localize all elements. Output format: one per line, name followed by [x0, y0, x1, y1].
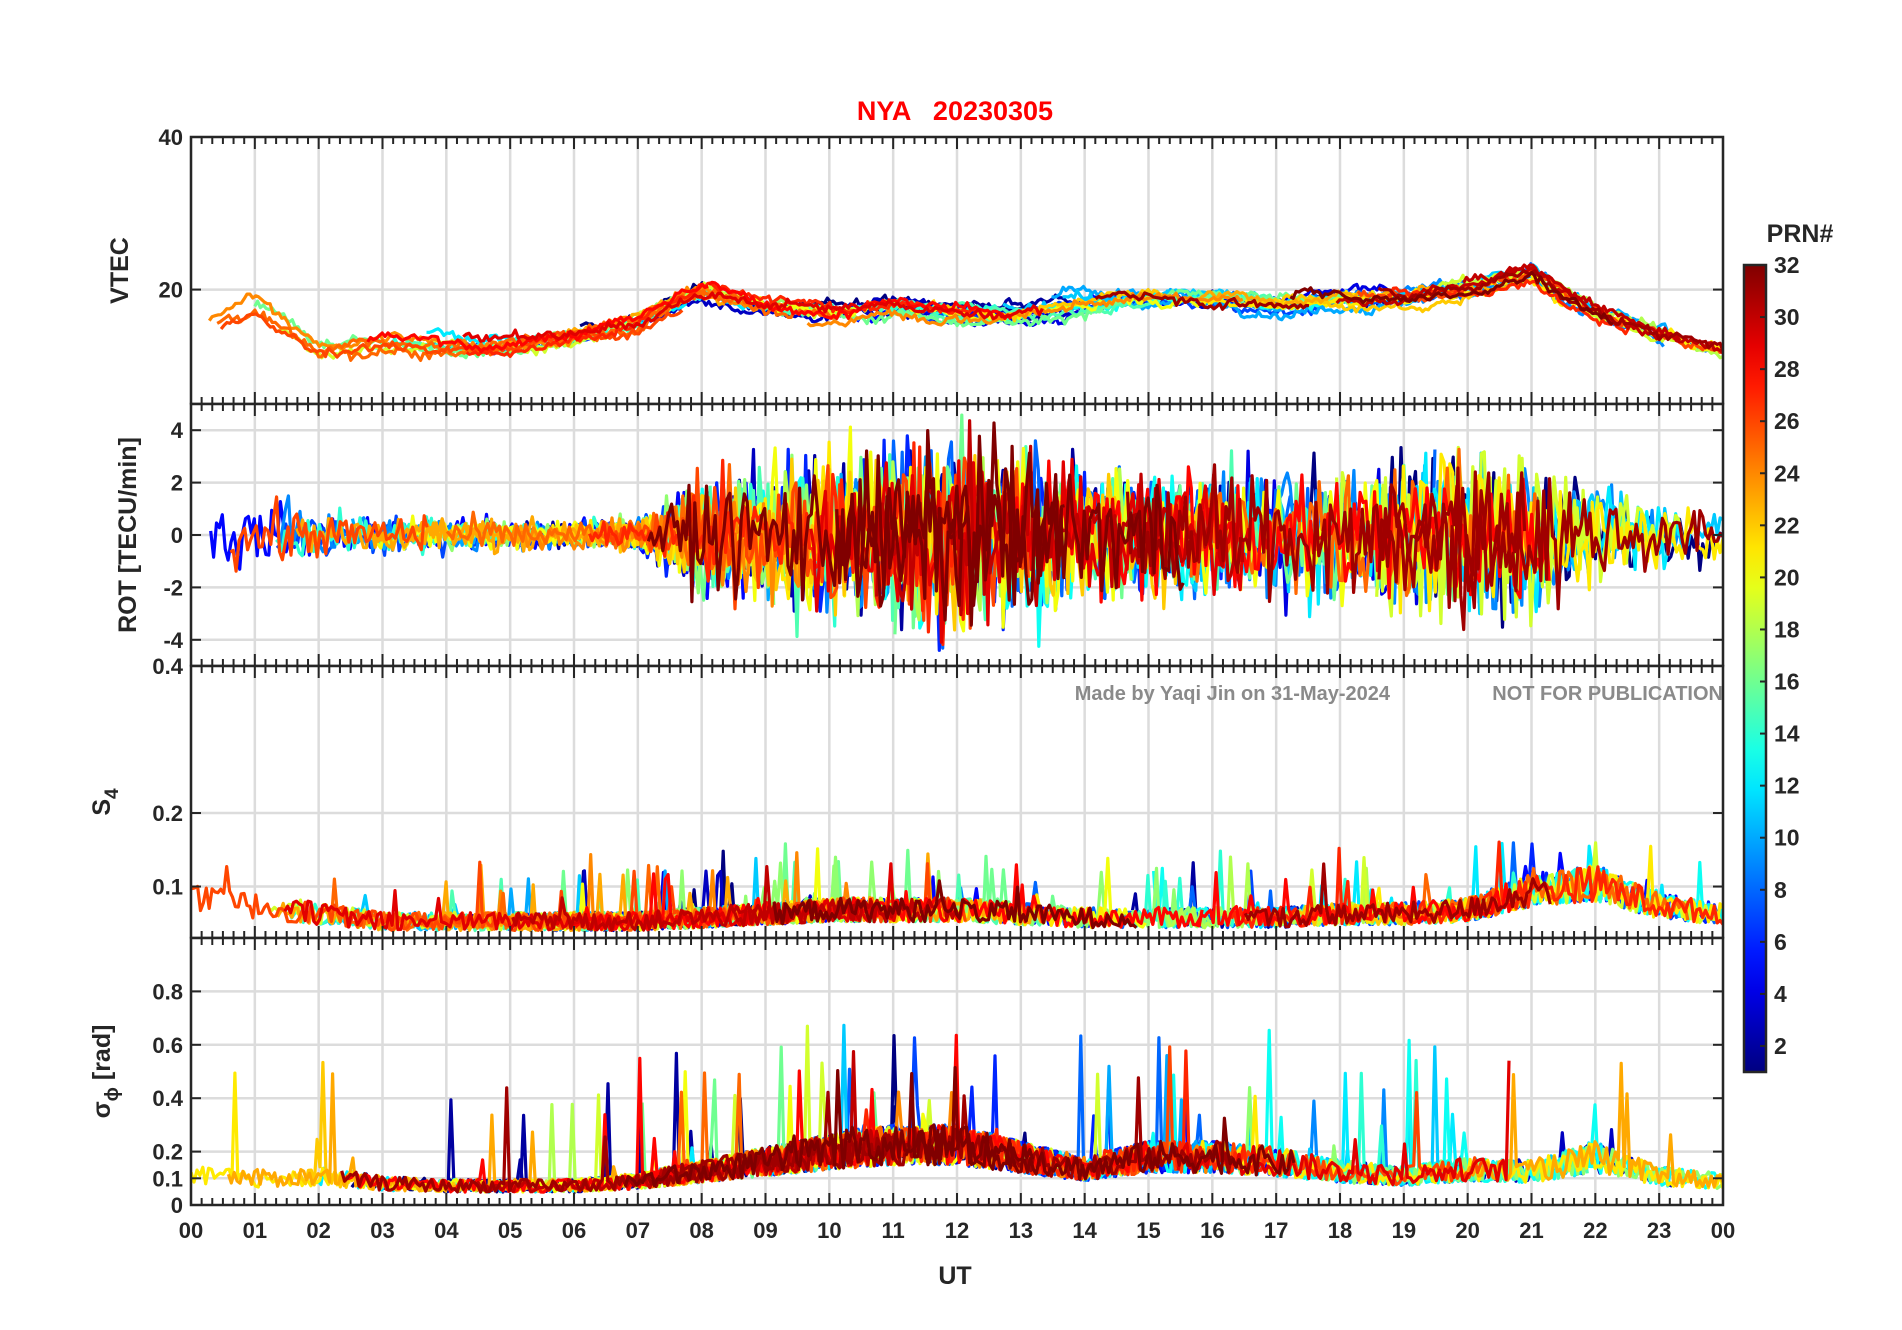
y-tick-label: 0.4	[152, 654, 183, 679]
series-prn-23-sigma_phi	[1465, 1061, 1723, 1189]
series-prn-29-rot	[809, 457, 1251, 644]
series-prn-27-vtec	[1386, 278, 1630, 336]
series-prn-31-sigma_phi	[340, 1086, 902, 1194]
colorbar-tick-label: 26	[1774, 408, 1800, 434]
x-minor-ticks-rot	[190, 404, 1724, 666]
colorbar-tick-label: 2	[1774, 1033, 1787, 1059]
series-prn-28-vtec	[366, 282, 709, 354]
colorbar-tick-label: 32	[1774, 252, 1800, 278]
colorbar-tick-label: 16	[1774, 669, 1800, 695]
watermark-notice: NOT FOR PUBLICATION	[1492, 683, 1723, 705]
y-tick-label: -4	[163, 628, 183, 653]
series-prn-26-rot	[229, 495, 429, 573]
y-tick-label: 0.1	[152, 875, 183, 900]
y-tick-label: 4	[171, 418, 184, 443]
x-tick-label: 11	[882, 1218, 905, 1243]
colorbar-tick-label: 22	[1774, 512, 1800, 538]
x-minor-ticks-sigma_phi	[190, 938, 1724, 1205]
x-tick-label: 20	[1455, 1218, 1479, 1243]
x-tick-label: 00	[1711, 1218, 1735, 1243]
series-prn-32-rot	[835, 421, 1185, 608]
x-tick-label: 17	[1264, 1218, 1288, 1243]
series-prn-29-vtec	[462, 291, 1044, 343]
series-prn-31-rot	[1377, 471, 1723, 611]
x-tick-label: 01	[243, 1218, 267, 1243]
colorbar-tick-label: 30	[1774, 304, 1800, 330]
x-tick-label: 15	[1136, 1218, 1160, 1243]
x-tick-label: 18	[1328, 1218, 1352, 1243]
y-tick-label: 0.1	[152, 1166, 183, 1191]
series-prn-31-vtec	[1377, 269, 1723, 352]
series-prn-27-rot	[587, 441, 991, 647]
x-tick-label: 23	[1647, 1218, 1671, 1243]
series-prn-32-sigma_phi	[623, 1068, 1035, 1188]
colorbar-tick-label: 18	[1774, 616, 1800, 642]
colorbar-tick-label: 10	[1774, 825, 1800, 851]
colorbar-tick-label: 12	[1774, 773, 1800, 799]
series-prn-24-vtec	[806, 291, 1244, 328]
y-tick-label: 0.2	[152, 1140, 183, 1165]
colorbar-tick-label: 28	[1774, 356, 1800, 382]
y-tick-label: -2	[163, 575, 183, 600]
series-prn-31-rot	[1125, 463, 1527, 632]
x-tick-label: 09	[753, 1218, 777, 1243]
y-tick-label: 0.6	[152, 1033, 183, 1058]
y-axis-label-sigma_phi: σϕ [rad]	[88, 1025, 123, 1119]
colorbar-tick-label: 8	[1774, 877, 1787, 903]
x-tick-label: 22	[1583, 1218, 1607, 1243]
series-prn-31-vtec	[1094, 290, 1310, 311]
x-minor-ticks-s4	[190, 666, 1724, 938]
panel-rot: -4 -2 0 2 4 ROT [TECU/min]	[114, 402, 1725, 668]
series-prn-25-rot	[1189, 447, 1548, 598]
y-tick-label: 40	[159, 125, 183, 150]
x-tick-label: 08	[689, 1218, 713, 1243]
x-tick-label: 12	[945, 1218, 969, 1243]
x-tick-label: 14	[1072, 1218, 1097, 1243]
colorbar-label: PRN#	[1767, 220, 1834, 248]
panel-s4: 0.1 0.2 0.4 S4	[88, 654, 1725, 940]
x-tick-label: 00	[179, 1218, 203, 1243]
series-prn-32-s4	[772, 879, 1138, 930]
y-tick-label: 0.8	[152, 979, 183, 1004]
x-tick-label: 06	[562, 1218, 586, 1243]
x-tick-label: 05	[498, 1218, 522, 1243]
panel-sigma_phi: 00.10.2 0.4 0.6 0.8 σϕ [rad]	[88, 936, 1725, 1218]
chart-title: NYA 20230305	[857, 96, 1053, 126]
panel-vtec: 20 40 VTEC	[106, 125, 1725, 406]
colorbar-tick-label: 4	[1774, 981, 1787, 1007]
x-tick-label: 02	[306, 1218, 330, 1243]
x-minor-ticks-vtec	[190, 137, 1724, 404]
x-tick-label: 07	[626, 1218, 650, 1243]
series-prn-30-vtec	[1462, 263, 1682, 342]
colorbar-tick-label: 14	[1774, 721, 1800, 747]
y-tick-label: 0.4	[152, 1086, 183, 1111]
x-tick-label: 13	[1009, 1218, 1033, 1243]
x-axis-label: UT	[938, 1262, 971, 1290]
series-prn-30-vtec	[1335, 266, 1723, 355]
series-prn-32-vtec	[1289, 270, 1614, 326]
y-axis-label-rot: ROT [TECU/min]	[114, 437, 142, 633]
x-tick-label: 10	[817, 1218, 841, 1243]
y-tick-label: 0.2	[152, 801, 183, 826]
x-tick-label: 16	[1200, 1218, 1224, 1243]
y-tick-label: 20	[159, 278, 183, 303]
colorbar	[1742, 263, 1768, 1074]
y-tick-label: 0	[171, 523, 183, 548]
x-tick-label: 19	[1392, 1218, 1416, 1243]
watermark-author: Made by Yaqi Jin on 31-May-2024	[1075, 683, 1391, 705]
y-tick-label: 0	[171, 1193, 183, 1218]
y-axis-label-s4: S4	[88, 788, 123, 816]
x-tick-label: 03	[370, 1218, 394, 1243]
x-tick-label: 04	[434, 1218, 459, 1243]
x-tick-label: 21	[1519, 1218, 1543, 1243]
colorbar-tick-label: 6	[1774, 929, 1787, 955]
y-axis-label-vtec: VTEC	[106, 237, 134, 304]
series-prn-31-s4	[1243, 862, 1552, 929]
colorbar-tick-label: 20	[1774, 564, 1800, 590]
colorbar-tick-label: 24	[1774, 460, 1800, 486]
y-tick-label: 2	[171, 471, 183, 496]
